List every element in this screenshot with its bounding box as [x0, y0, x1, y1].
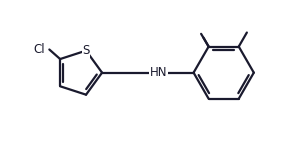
- Text: Cl: Cl: [34, 43, 45, 56]
- Text: HN: HN: [150, 66, 167, 79]
- Text: S: S: [82, 44, 90, 57]
